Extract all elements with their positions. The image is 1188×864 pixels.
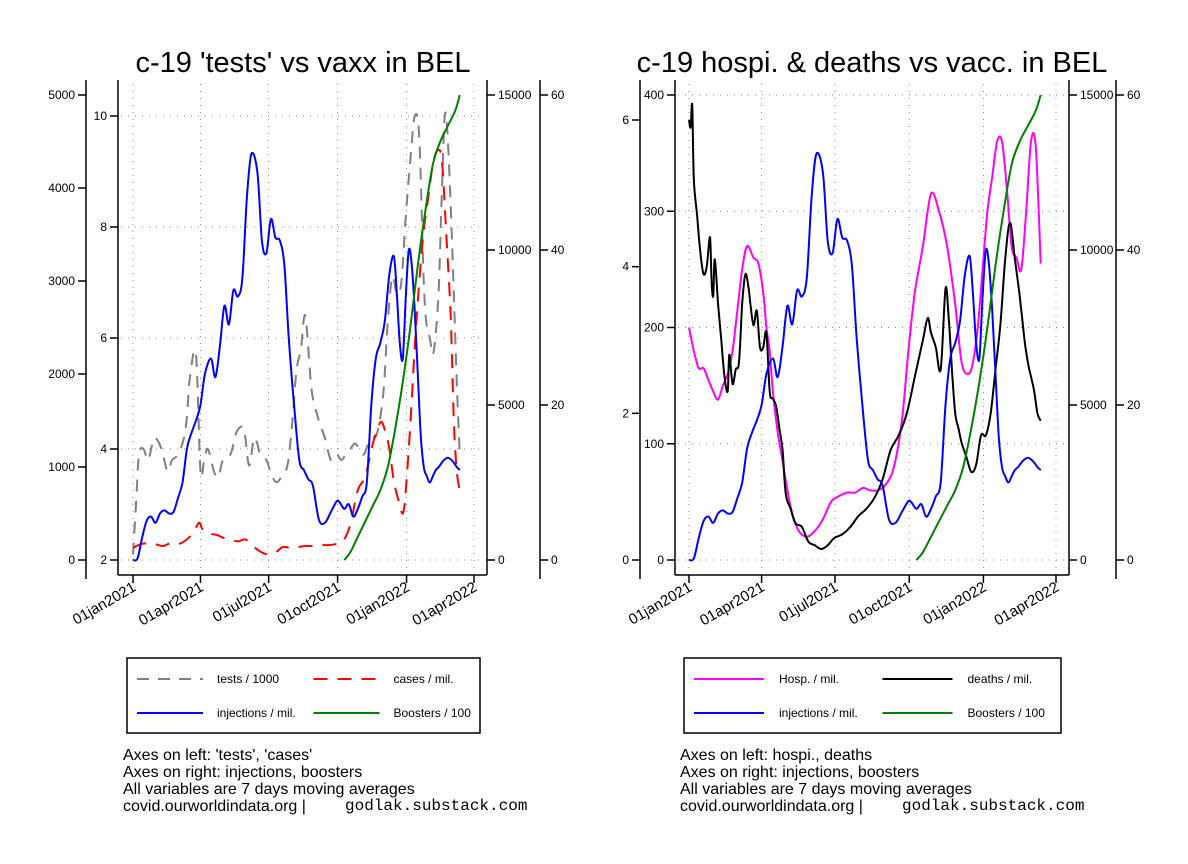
y-tick-label-injections: 5000 [1080,398,1107,412]
series-line-injections-mil [132,151,461,562]
x-tick-label: 01apr2022 [409,579,480,630]
footnote-line: All variables are 7 days moving averages [680,781,972,798]
y-tick-label-deaths: 2 [622,406,629,420]
y-tick-label-boosters: 60 [551,88,565,102]
y-tick-label-boosters: 40 [1127,243,1141,257]
footnote-line: Axes on left: hospi., deaths [680,747,872,764]
legend-label: Hosp. / mil. [779,672,839,686]
x-tick-label: 01jul2021 [210,579,275,626]
source-label: covid.ourworldindata.org | [680,798,863,815]
chart-panel-2: c-19 hospi. & deaths vs vacc. in BEL 0 100… [622,47,1140,815]
series-line-cases-mil [132,148,461,556]
y-tick-label-boosters: 0 [551,553,558,567]
site-label: godlak.substack.com [345,797,527,815]
y-tick-label-hosp: 200 [644,321,664,335]
footnote-line: Axes on right: injections, boosters [123,764,362,781]
y-tick-label-hosp: 400 [644,88,664,102]
y-tick-label-boosters: 20 [1127,398,1141,412]
y-tick-label-tests: 8 [100,220,107,234]
legend-label: injections / mil. [217,706,296,720]
legend-box [683,657,1062,734]
legend-label: tests / 1000 [217,672,279,686]
y-tick-label-cases: 0 [68,553,75,567]
series-line-boosters-100 [343,94,461,561]
series-line-boosters-100 [915,94,1042,561]
series-line-injections-mil [688,151,1042,562]
y-tick-label-injections: 15000 [498,88,532,102]
legend: Hosp. / mil. deaths / mil. injections / mi… [683,657,1062,734]
y-tick-label-hosp: 0 [657,553,664,567]
site-label: godlak.substack.com [902,797,1084,815]
chart-title: c-19 'tests' vs vaxx in BEL [135,47,470,79]
y-tick-label-injections: 10000 [1080,243,1114,257]
footnote-line: All variables are 7 days moving averages [123,781,415,798]
y-tick-label-injections: 0 [1080,553,1087,567]
footnote-line: Axes on left: 'tests', 'cases' [123,747,312,764]
y-tick-label-hosp: 100 [644,437,664,451]
y-tick-label-boosters: 20 [551,398,565,412]
legend-label: Boosters / 100 [968,706,1046,720]
series-line-hosp-mil [688,131,1042,538]
legend-label: Boosters / 100 [394,706,472,720]
y-tick-label-deaths: 6 [622,113,629,127]
y-tick-label-boosters: 40 [551,243,565,257]
x-tick-label: 01jan2021 [626,579,695,629]
y-tick-label-cases: 5000 [48,88,75,102]
y-tick-label-tests: 4 [100,442,107,456]
y-tick-label-injections: 15000 [1080,88,1114,102]
legend-box [126,657,481,734]
y-tick-label-boosters: 60 [1127,88,1141,102]
x-tick-label: 01jan2021 [70,579,139,629]
legend: tests / 1000 cases / mil. injections / mil… [126,657,481,734]
y-tick-label-injections: 10000 [498,243,532,257]
y-tick-label-cases: 2000 [48,367,75,381]
legend-label: deaths / mil. [968,672,1033,686]
x-tick-label: 01apr2021 [697,579,768,630]
x-tick-label: 01jul2021 [776,579,841,626]
source-label: covid.ourworldindata.org | [123,798,306,815]
chart-title: c-19 hospi. & deaths vs vacc. in BEL [637,47,1108,79]
y-tick-label-tests: 10 [94,109,108,123]
x-tick-label: 01oct2021 [846,579,915,629]
y-tick-label-cases: 3000 [48,274,75,288]
series-line-tests-1000 [132,111,461,555]
y-tick-label-deaths: 0 [622,553,629,567]
x-tick-label: 01jan2022 [920,579,989,629]
y-tick-label-injections: 5000 [498,398,525,412]
y-tick-label-boosters: 0 [1127,553,1134,567]
series-line-deaths-mil [688,102,1042,550]
x-tick-label: 01jan2022 [343,579,412,629]
legend-label: cases / mil. [394,672,454,686]
y-tick-label-cases: 4000 [48,181,75,195]
y-tick-label-cases: 1000 [48,460,75,474]
footnote-line: Axes on right: injections, boosters [680,764,919,781]
y-tick-label-injections: 0 [498,553,505,567]
chart-panel-1: c-19 'tests' vs vaxx in BEL 2 4 6 8 10 0 1000 20… [48,47,564,815]
x-tick-label: 01apr2021 [136,579,207,630]
x-tick-label: 01oct2021 [274,579,343,629]
y-tick-label-hosp: 300 [644,204,664,218]
y-tick-label-tests: 6 [100,331,107,345]
y-tick-label-tests: 2 [100,553,107,567]
legend-label: injections / mil. [779,706,858,720]
x-tick-label: 01apr2022 [991,579,1062,630]
y-tick-label-deaths: 4 [622,260,629,274]
